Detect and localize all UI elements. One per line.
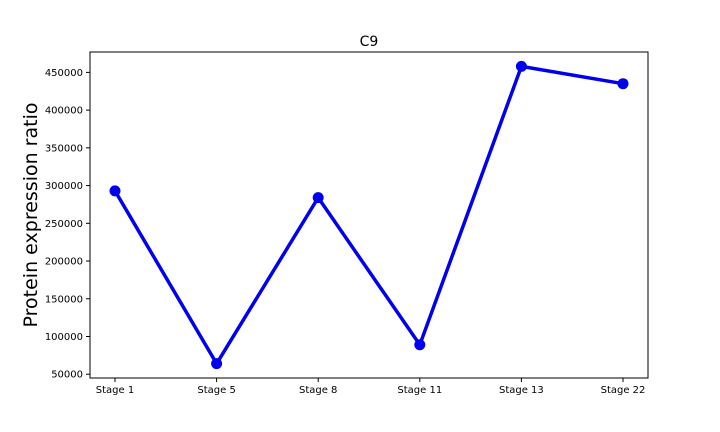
x-axis-ticks: Stage 1 Stage 5 Stage 8 Stage 11 Stage 13 Sta… bbox=[96, 378, 646, 396]
y-axis-label: Protein expression ratio bbox=[20, 103, 42, 328]
data-point bbox=[515, 60, 527, 72]
data-point bbox=[109, 185, 121, 197]
data-point bbox=[617, 78, 629, 90]
y-tick-label: 250000 bbox=[45, 219, 83, 230]
series-line bbox=[113, 64, 624, 366]
y-tick-label: 350000 bbox=[45, 143, 83, 154]
x-tick-label: Stage 5 bbox=[197, 385, 235, 396]
data-point bbox=[211, 358, 223, 370]
x-tick-label: Stage 1 bbox=[96, 385, 134, 396]
x-tick-label: Stage 8 bbox=[299, 385, 337, 396]
data-point bbox=[312, 192, 324, 204]
y-tick-label: 50000 bbox=[51, 370, 83, 381]
plot-background bbox=[90, 52, 648, 378]
y-tick-label: 300000 bbox=[45, 181, 83, 192]
y-tick-label: 100000 bbox=[45, 332, 83, 343]
y-tick-label: 150000 bbox=[45, 294, 83, 305]
plot-frame bbox=[89, 51, 649, 379]
y-tick-label: 450000 bbox=[45, 68, 83, 79]
data-point bbox=[414, 339, 426, 351]
x-tick-label: Stage 13 bbox=[499, 385, 544, 396]
y-tick-label: 400000 bbox=[45, 106, 83, 117]
series-layer bbox=[109, 60, 629, 370]
y-tick-label: 200000 bbox=[45, 257, 83, 268]
chart-title: C9 bbox=[360, 34, 379, 50]
x-tick-label: Stage 22 bbox=[601, 385, 646, 396]
x-tick-label: Stage 11 bbox=[397, 385, 442, 396]
y-axis-ticks: 50000 100000 150000 200000 250000 300000 35000… bbox=[45, 68, 90, 381]
